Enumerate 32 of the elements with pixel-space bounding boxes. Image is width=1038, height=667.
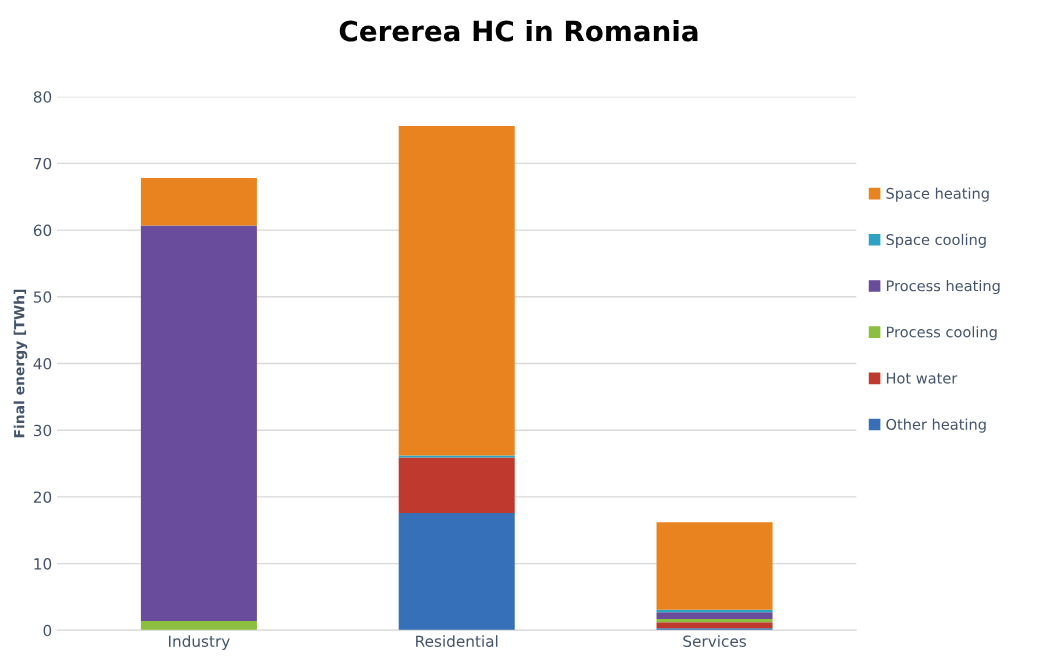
y-tick-label: 0 bbox=[43, 624, 52, 637]
y-tick-label: 60 bbox=[33, 224, 52, 237]
bar bbox=[398, 512, 515, 631]
bar bbox=[140, 178, 257, 226]
bar bbox=[656, 622, 773, 629]
y-tick-label: 20 bbox=[33, 491, 52, 503]
y-tick-label: 10 bbox=[34, 558, 52, 570]
bar bbox=[656, 618, 773, 623]
bar bbox=[140, 620, 257, 631]
x-tick-label: Residential bbox=[416, 635, 498, 647]
bar bbox=[398, 457, 515, 513]
legend-label: Space cooling bbox=[886, 233, 986, 248]
y-tick-label: 80 bbox=[33, 91, 52, 103]
y-tick-label: 40 bbox=[33, 357, 52, 370]
bar bbox=[656, 522, 773, 610]
x-tick-label: Services bbox=[683, 635, 747, 647]
y-tick-label: 50 bbox=[33, 291, 52, 303]
bar bbox=[398, 126, 515, 456]
x-tick-label: Industry bbox=[168, 635, 230, 650]
legend-label: Hot water bbox=[886, 372, 958, 384]
y-tick-label: 30 bbox=[33, 424, 52, 437]
legend-label: Process heating bbox=[886, 280, 1000, 295]
bar bbox=[140, 225, 257, 621]
bar bbox=[398, 455, 515, 458]
legend-label: Other heating bbox=[886, 418, 986, 433]
y-tick-label: 70 bbox=[34, 157, 52, 170]
legend-label: Space heating bbox=[886, 187, 989, 202]
bar bbox=[656, 628, 773, 631]
y-axis-title: Final energy [TWh] bbox=[13, 289, 28, 438]
chart-title: Cererea HC in Romania bbox=[339, 20, 698, 42]
legend-label: Process cooling bbox=[886, 326, 997, 341]
bar bbox=[656, 612, 773, 619]
